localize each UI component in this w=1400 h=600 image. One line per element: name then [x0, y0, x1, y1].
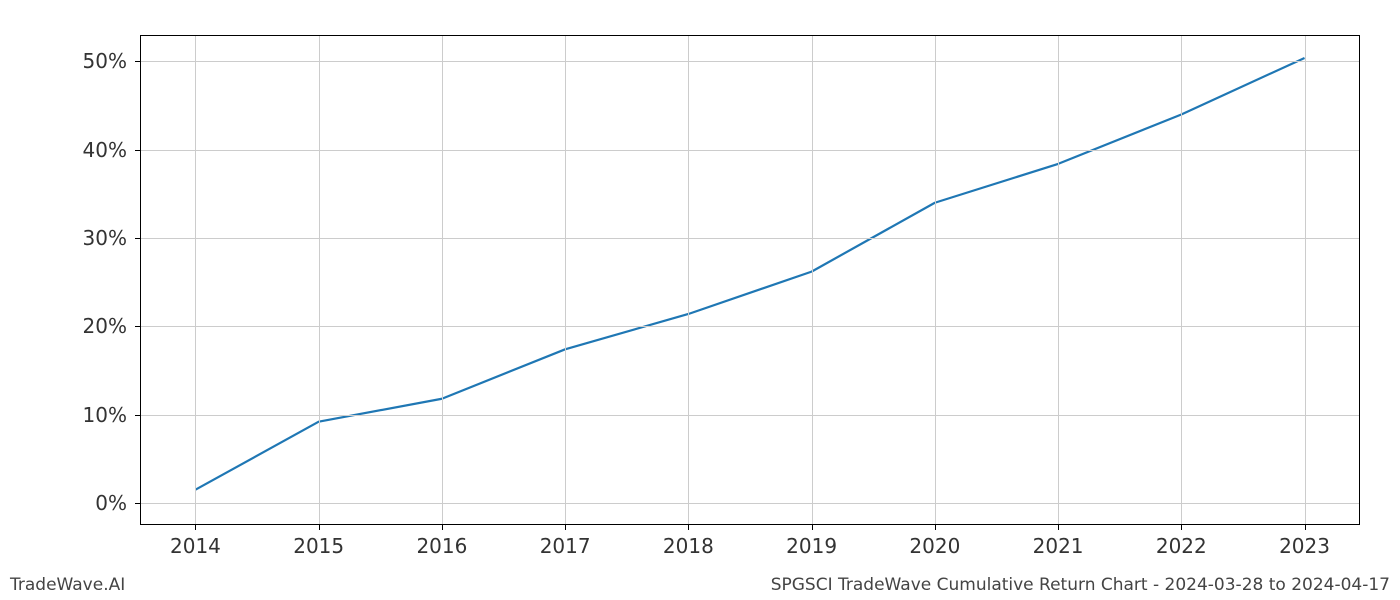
y-tick-label: 40% [83, 138, 127, 162]
grid-line-vertical [565, 35, 566, 525]
grid-line-vertical [442, 35, 443, 525]
x-tick-mark [319, 525, 320, 530]
x-tick-mark [935, 525, 936, 530]
grid-line-vertical [688, 35, 689, 525]
x-tick-mark [812, 525, 813, 530]
x-tick-label: 2016 [416, 534, 467, 558]
x-tick-mark [195, 525, 196, 530]
x-tick-mark [565, 525, 566, 530]
x-tick-label: 2020 [909, 534, 960, 558]
x-tick-mark [1181, 525, 1182, 530]
x-tick-mark [1058, 525, 1059, 530]
x-tick-label: 2019 [786, 534, 837, 558]
x-tick-label: 2018 [663, 534, 714, 558]
x-tick-mark [1305, 525, 1306, 530]
plot-area: 2014201520162017201820192020202120222023… [140, 35, 1360, 525]
grid-line-horizontal [140, 150, 1360, 151]
y-tick-label: 30% [83, 226, 127, 250]
spine-bottom [140, 524, 1360, 525]
x-tick-label: 2017 [540, 534, 591, 558]
chart-container: 2014 2015 2016 2017 2018 2019 2020 2021 2022 2023… [0, 0, 1400, 600]
grid-line-vertical [935, 35, 936, 525]
grid-line-horizontal [140, 503, 1360, 504]
x-tick-label: 2015 [293, 534, 344, 558]
grid-line-vertical [319, 35, 320, 525]
x-tick-mark [442, 525, 443, 530]
x-tick-label: 2022 [1156, 534, 1207, 558]
spine-top [140, 35, 1360, 36]
line-series [140, 35, 1360, 525]
grid-line-horizontal [140, 415, 1360, 416]
y-tick-label: 10% [83, 403, 127, 427]
caption-right: SPGSCI TradeWave Cumulative Return Chart… [771, 575, 1390, 595]
x-tick-mark [688, 525, 689, 530]
y-tick-label: 0% [95, 491, 127, 515]
y-tick-label: 20% [83, 314, 127, 338]
y-tick-label: 50% [83, 49, 127, 73]
grid-line-horizontal [140, 61, 1360, 62]
grid-line-vertical [195, 35, 196, 525]
spine-left [140, 35, 141, 525]
x-tick-label: 2021 [1033, 534, 1084, 558]
grid-line-vertical [812, 35, 813, 525]
return-line [195, 58, 1304, 490]
spine-right [1359, 35, 1360, 525]
grid-line-horizontal [140, 238, 1360, 239]
caption-left: TradeWave.AI [10, 575, 125, 595]
x-tick-label: 2014 [170, 534, 221, 558]
grid-line-vertical [1181, 35, 1182, 525]
grid-line-vertical [1305, 35, 1306, 525]
grid-line-horizontal [140, 326, 1360, 327]
x-tick-label: 2023 [1279, 534, 1330, 558]
grid-line-vertical [1058, 35, 1059, 525]
